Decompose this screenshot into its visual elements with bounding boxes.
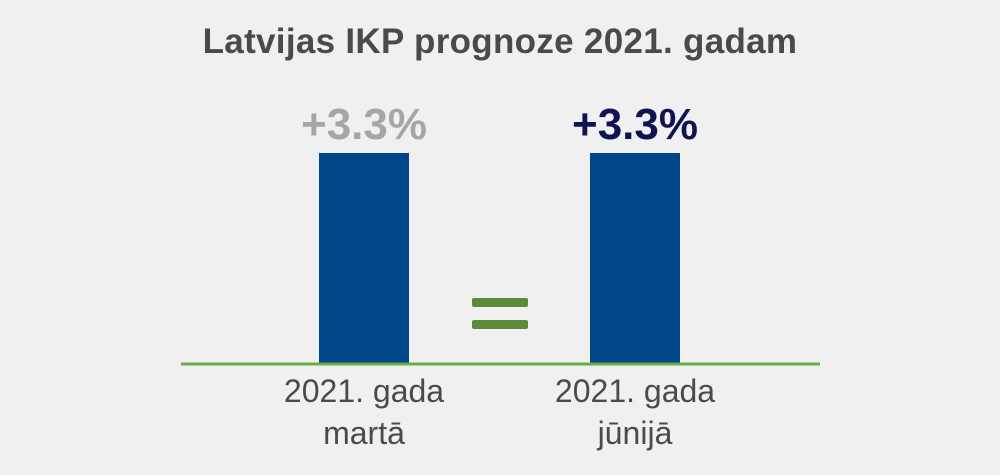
equals-sign-icon [472,298,528,332]
bar-0 [319,153,409,363]
category-label-line1: 2021. gada [283,373,445,409]
category-label-line2: martā [323,415,405,451]
chart-title: Latvijas IKP prognoze 2021. gadam [202,22,798,61]
category-label-march: 2021. gada martā [244,370,484,454]
category-label-line2: jūnijā [597,415,673,451]
category-label-line1: 2021. gada [554,373,716,409]
value-label-0: +3.3% [301,100,427,149]
bar-1 [590,153,680,363]
value-label-1: +3.3% [572,100,698,149]
category-label-june: 2021. gada jūnijā [515,370,755,454]
